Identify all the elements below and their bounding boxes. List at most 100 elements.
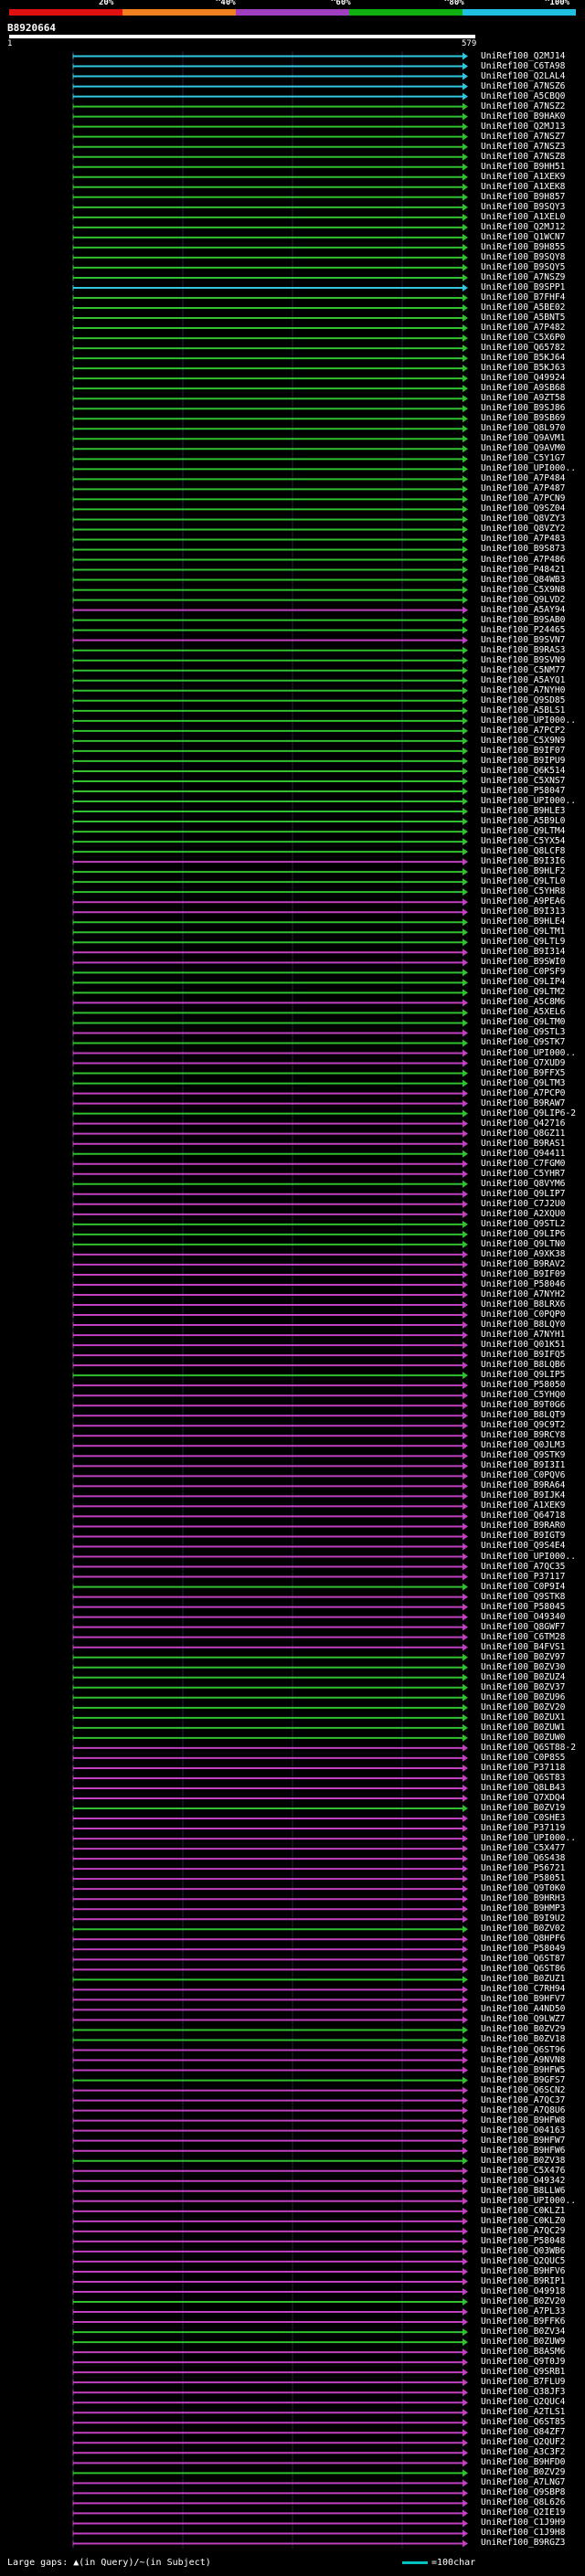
hit-bar[interactable]: [72, 2217, 468, 2225]
hit-bar[interactable]: [72, 2237, 468, 2245]
hit-label[interactable]: UniRef100_C0P8S5: [481, 1752, 566, 1763]
hit-bar[interactable]: [72, 1321, 468, 1330]
hit-bar[interactable]: [72, 656, 468, 664]
hit-label[interactable]: UniRef100_C5XNS7: [481, 775, 566, 786]
hit-bar[interactable]: [72, 2096, 468, 2104]
hit-bar[interactable]: [72, 2298, 468, 2306]
hit-label[interactable]: UniRef100_P56721: [481, 1863, 566, 1874]
hit-bar[interactable]: [72, 878, 468, 886]
hit-bar[interactable]: [72, 1260, 468, 1268]
hit-bar[interactable]: [72, 183, 468, 191]
hit-bar[interactable]: [72, 355, 468, 363]
hit-label[interactable]: UniRef100_B9IPU9: [481, 755, 566, 766]
hit-label[interactable]: UniRef100_B9HFW5: [481, 2064, 566, 2075]
hit-bar[interactable]: [72, 2006, 468, 2014]
hit-label[interactable]: UniRef100_B9IFQ5: [481, 1350, 566, 1361]
hit-bar[interactable]: [72, 1865, 468, 1873]
hit-bar[interactable]: [72, 122, 468, 131]
hit-label[interactable]: UniRef100_B8LRX6: [481, 1299, 566, 1309]
hit-label[interactable]: UniRef100_Q2QUC5: [481, 2255, 566, 2266]
hit-label[interactable]: UniRef100_B9I314: [481, 947, 566, 958]
hit-label[interactable]: UniRef100_UPI000..: [481, 715, 576, 726]
hit-bar[interactable]: [72, 2459, 468, 2467]
hit-label[interactable]: UniRef100_B4FVS1: [481, 1641, 566, 1652]
hit-bar[interactable]: [72, 1754, 468, 1762]
hit-bar[interactable]: [72, 556, 468, 564]
hit-label[interactable]: UniRef100_C5YHQ0: [481, 1390, 566, 1401]
hit-bar[interactable]: [72, 203, 468, 211]
hit-label[interactable]: UniRef100_Q8LCF8: [481, 846, 566, 857]
hit-label[interactable]: UniRef100_B9I313: [481, 906, 566, 917]
hit-label[interactable]: UniRef100_A7QC35: [481, 1561, 566, 1572]
hit-bar[interactable]: [72, 1190, 468, 1198]
hit-bar[interactable]: [72, 2379, 468, 2387]
hit-label[interactable]: UniRef100_B9HFW7: [481, 2135, 566, 2146]
hit-bar[interactable]: [72, 1482, 468, 1490]
hit-bar[interactable]: [72, 425, 468, 433]
hit-bar[interactable]: [72, 737, 468, 745]
hit-label[interactable]: UniRef100_B9RA64: [481, 1480, 566, 1491]
hit-label[interactable]: UniRef100_B9SPP1: [481, 281, 566, 292]
hit-bar[interactable]: [72, 1392, 468, 1400]
hit-label[interactable]: UniRef100_Q8GWF7: [481, 1621, 566, 1632]
hit-label[interactable]: UniRef100_C7RH94: [481, 1984, 566, 1995]
hit-bar[interactable]: [72, 253, 468, 261]
hit-label[interactable]: UniRef100_A5BLS1: [481, 705, 566, 716]
hit-bar[interactable]: [72, 304, 468, 313]
hit-label[interactable]: UniRef100_B0ZV18: [481, 2034, 566, 2045]
hit-bar[interactable]: [72, 1925, 468, 1934]
hit-bar[interactable]: [72, 838, 468, 846]
hit-label[interactable]: UniRef100_A7QC37: [481, 2094, 566, 2105]
hit-label[interactable]: UniRef100_A7NYH2: [481, 1288, 566, 1299]
hit-bar[interactable]: [72, 2066, 468, 2074]
hit-bar[interactable]: [72, 1573, 468, 1581]
hit-bar[interactable]: [72, 1713, 468, 1722]
hit-label[interactable]: UniRef100_Q9LIP5: [481, 1370, 566, 1381]
hit-label[interactable]: UniRef100_B9SAB0: [481, 614, 566, 625]
hit-bar[interactable]: [72, 2036, 468, 2044]
hit-label[interactable]: UniRef100_Q9SZ04: [481, 504, 566, 514]
hit-label[interactable]: UniRef100_A7NSZ8: [481, 151, 566, 162]
hit-bar[interactable]: [72, 2429, 468, 2437]
hit-label[interactable]: UniRef100_B9HFV7: [481, 1994, 566, 2005]
hit-bar[interactable]: [72, 767, 468, 775]
hit-label[interactable]: UniRef100_Q7XDQ4: [481, 1792, 566, 1803]
hit-label[interactable]: UniRef100_B9HLE4: [481, 917, 566, 928]
hit-bar[interactable]: [72, 2257, 468, 2265]
hit-bar[interactable]: [72, 1966, 468, 1974]
hit-label[interactable]: UniRef100_A7LNG7: [481, 2477, 566, 2488]
hit-bar[interactable]: [72, 1230, 468, 1238]
hit-label[interactable]: UniRef100_A7PCP2: [481, 725, 566, 736]
hit-label[interactable]: UniRef100_A7NSZ2: [481, 101, 566, 111]
hit-label[interactable]: UniRef100_Q9STL3: [481, 1027, 566, 1038]
hit-bar[interactable]: [72, 1432, 468, 1440]
hit-bar[interactable]: [72, 979, 468, 987]
hit-label[interactable]: UniRef100_B9HH51: [481, 161, 566, 172]
hit-bar[interactable]: [72, 1875, 468, 1883]
hit-bar[interactable]: [72, 153, 468, 161]
hit-label[interactable]: UniRef100_A5BNT5: [481, 313, 566, 323]
hit-label[interactable]: UniRef100_B8LLW6: [481, 2185, 566, 2196]
hit-label[interactable]: UniRef100_P58050: [481, 1380, 566, 1391]
hit-label[interactable]: UniRef100_B9SQY5: [481, 261, 566, 272]
hit-label[interactable]: UniRef100_B9SWI0: [481, 957, 566, 968]
hit-bar[interactable]: [72, 646, 468, 654]
hit-label[interactable]: UniRef100_Q9LTL0: [481, 876, 566, 887]
hit-bar[interactable]: [72, 2227, 468, 2235]
hit-bar[interactable]: [72, 2359, 468, 2367]
hit-label[interactable]: UniRef100_A5XEL6: [481, 1007, 566, 1018]
hit-label[interactable]: UniRef100_B9IJK4: [481, 1490, 566, 1501]
hit-bar[interactable]: [72, 2086, 468, 2094]
hit-bar[interactable]: [72, 2449, 468, 2457]
hit-bar[interactable]: [72, 92, 468, 101]
hit-bar[interactable]: [72, 1039, 468, 1047]
hit-bar[interactable]: [72, 495, 468, 504]
hit-bar[interactable]: [72, 112, 468, 121]
hit-bar[interactable]: [72, 82, 468, 90]
hit-bar[interactable]: [72, 546, 468, 554]
hit-label[interactable]: UniRef100_A9XK38: [481, 1248, 566, 1259]
hit-bar[interactable]: [72, 1069, 468, 1077]
hit-bar[interactable]: [72, 143, 468, 151]
hit-label[interactable]: UniRef100_A7PCP0: [481, 1087, 566, 1098]
hit-label[interactable]: UniRef100_C5X9N8: [481, 584, 566, 595]
